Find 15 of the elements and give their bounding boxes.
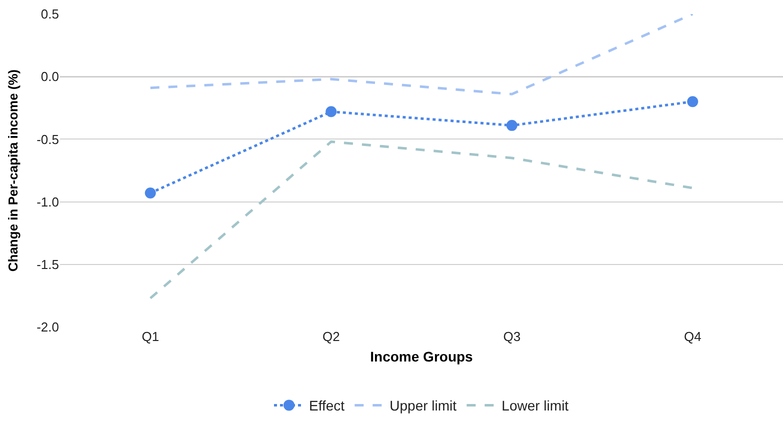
x-tick-label: Q2 [322,329,340,344]
legend-label: Upper limit [390,398,457,414]
x-tick-label: Q1 [142,329,160,344]
y-tick-label: -0.5 [36,132,59,147]
y-tick-label: 0.5 [40,6,59,22]
legend-label: Lower limit [502,398,569,414]
y-tick-label: -2.0 [36,320,59,335]
y-tick-label: 0.0 [40,69,59,84]
x-axis-title: Income Groups [370,348,474,364]
legend-label: Effect [309,398,345,414]
x-tick-label: Q4 [684,329,702,344]
y-tick-label: -1.5 [36,256,59,272]
x-tick-label: Q3 [503,329,521,344]
y-tick-label: -1.0 [36,194,59,210]
y-axis-title: Change in Per-capita income (%) [6,69,21,272]
